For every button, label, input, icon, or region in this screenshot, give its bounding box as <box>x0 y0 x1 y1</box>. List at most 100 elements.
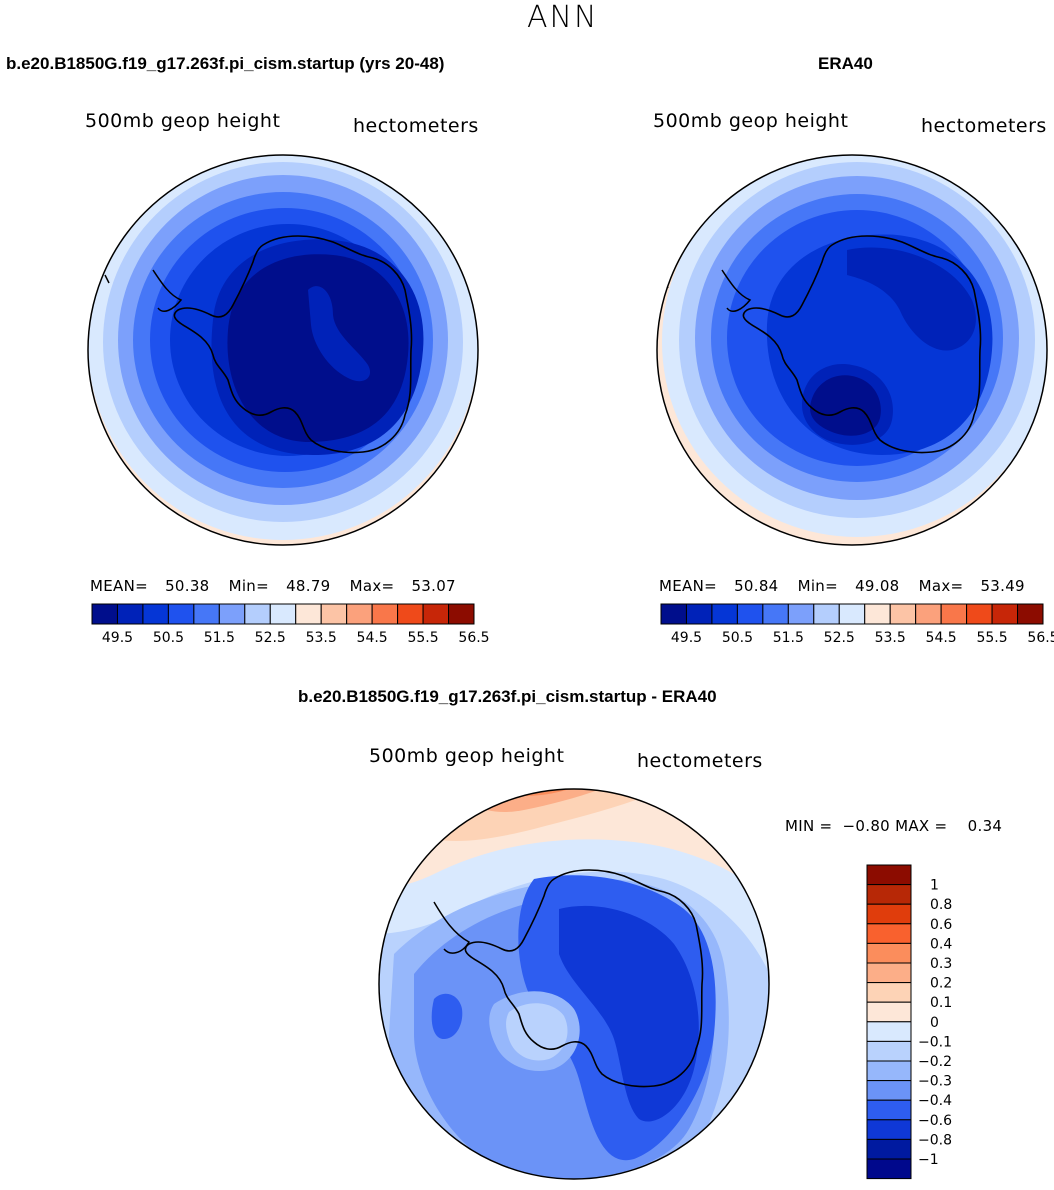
colorbar-swatch <box>736 603 764 625</box>
colorbar-tick-label: 52.5 <box>824 630 855 646</box>
panel-2-heading: ERA40 <box>818 54 873 73</box>
island <box>104 274 110 284</box>
colorbar-swatch <box>448 603 475 625</box>
colorbar-swatch <box>295 603 322 625</box>
mean-label: MEAN= <box>90 577 148 595</box>
colorbar-panel-2: 49.5 50.5 51.5 52.5 53.5 54.5 55.5 56.5 <box>660 603 1054 646</box>
panel-1-field-label: 500mb geop height <box>85 110 281 132</box>
colorbar-tick-label: 49.5 <box>671 630 702 646</box>
contour-band <box>847 247 976 351</box>
colorbar-swatch <box>915 603 942 625</box>
colorbar-swatch <box>269 603 297 625</box>
colorbar-swatch <box>397 603 424 625</box>
colorbar-panel-1: 49.5 50.5 51.5 52.5 53.5 54.5 55.5 56.5 <box>91 603 490 646</box>
colorbar-swatch <box>991 603 1019 625</box>
colorbar-tick-label: 0.1 <box>930 995 952 1011</box>
peninsula-coast <box>152 269 183 312</box>
colorbar-swatch <box>866 1119 912 1140</box>
max-value: 53.07 <box>411 577 456 595</box>
panel-2-field-label: 500mb geop height <box>653 110 849 132</box>
colorbar-swatch <box>866 1099 912 1121</box>
colorbar-swatch <box>866 1060 912 1082</box>
colorbar-swatch <box>711 603 738 625</box>
colorbar-tick-label: −0.6 <box>918 1113 952 1129</box>
colorbar-tick-label: 52.5 <box>255 630 286 646</box>
panel-3-minmax: MIN = −0.80 MAX = 0.34 <box>785 817 1003 835</box>
map-border <box>656 154 1048 546</box>
colorbar-swatch <box>866 1158 912 1180</box>
contour-band <box>506 1003 568 1061</box>
min-label: Min= <box>797 577 838 595</box>
colorbar-tick-label: 50.5 <box>722 630 753 646</box>
colorbar-swatch <box>371 603 399 625</box>
colorbar-swatch <box>940 603 968 625</box>
coastline <box>173 235 413 454</box>
colorbar-swatch <box>866 1138 912 1160</box>
panel-1-stats: MEAN= 50.38 Min= 48.79 Max= 53.07 <box>90 577 475 595</box>
island <box>381 911 387 921</box>
colorbar-swatch <box>838 603 866 625</box>
colorbar-tick-label: 54.5 <box>926 630 957 646</box>
panel-3-field-label: 500mb geop height <box>369 745 565 767</box>
colorbar-swatch <box>218 603 246 625</box>
colorbar-tick-label: −0.3 <box>918 1074 952 1090</box>
colorbar-swatch <box>422 603 450 625</box>
contour-band <box>431 993 463 1039</box>
colorbar-swatch <box>889 603 917 625</box>
colorbar-swatch <box>866 962 912 984</box>
panel-1-units-label: hectometers <box>353 115 479 137</box>
colorbar-swatch <box>346 603 373 625</box>
panel-2-units-label: hectometers <box>921 115 1047 137</box>
colorbar-swatch <box>193 603 220 625</box>
max-label: Max= <box>349 577 395 595</box>
colorbar-tick-label: 56.5 <box>458 630 489 646</box>
colorbar-tick-label: 1 <box>930 878 939 894</box>
mean-value: 50.38 <box>165 577 210 595</box>
colorbar-tick-label: 54.5 <box>357 630 388 646</box>
colorbar-swatch <box>866 864 912 886</box>
colorbar-swatch <box>142 603 169 625</box>
contour-band <box>308 286 371 382</box>
colorbar-swatch <box>685 603 713 625</box>
colorbar-panel-3: 1 0.8 0.6 0.4 0.3 0.2 0.1 0 −0.1 −0.2 −0.3 −0.4 −0.6… <box>866 864 952 1180</box>
colorbar-swatch <box>866 982 912 1003</box>
colorbar-tick-label: 51.5 <box>204 630 235 646</box>
colorbar-swatch <box>866 942 912 964</box>
figure-title: ANN <box>527 0 599 35</box>
mean-label: MEAN= <box>659 577 717 595</box>
map-border <box>378 788 770 1180</box>
panel-1-heading: b.e20.B1850G.f19_g17.263f.pi_cism.startu… <box>6 54 445 73</box>
colorbar-tick-label: 0.2 <box>930 976 952 992</box>
colorbar-swatch <box>91 603 118 625</box>
colorbar-swatch <box>866 1021 912 1042</box>
min-value: 48.79 <box>286 577 331 595</box>
colorbar-tick-label: 51.5 <box>773 630 804 646</box>
min-value: 49.08 <box>855 577 900 595</box>
colorbar-swatch <box>787 603 815 625</box>
panel-2-stats: MEAN= 50.84 Min= 49.08 Max= 53.49 <box>659 577 1044 595</box>
min-label: Min= <box>228 577 269 595</box>
coastline <box>464 869 704 1088</box>
map-border <box>87 154 479 546</box>
colorbar-swatch <box>866 1080 912 1101</box>
colorbar-swatch <box>320 603 348 625</box>
colorbar-tick-label: 53.5 <box>306 630 337 646</box>
mean-value: 50.84 <box>734 577 779 595</box>
colorbar-swatch <box>866 923 912 944</box>
map-panel-1 <box>87 154 479 546</box>
panel-3-units-label: hectometers <box>637 750 763 772</box>
colorbar-swatch <box>866 1040 912 1062</box>
panel-3-heading: b.e20.B1850G.f19_g17.263f.pi_cism.startu… <box>298 687 717 706</box>
colorbar-swatch <box>866 1001 912 1023</box>
max-value: 53.49 <box>980 577 1025 595</box>
colorbar-swatch <box>244 603 271 625</box>
colorbar-tick-label: 0.4 <box>930 936 952 952</box>
contour-band <box>810 375 881 436</box>
colorbar-tick-label: 0.3 <box>930 956 952 972</box>
colorbar-tick-label: 0 <box>930 1015 939 1031</box>
coastline <box>742 235 982 454</box>
colorbar-swatch <box>116 603 144 625</box>
colorbar-tick-label: 56.5 <box>1027 630 1054 646</box>
colorbar-swatch <box>762 603 789 625</box>
colorbar-swatch <box>866 884 912 905</box>
